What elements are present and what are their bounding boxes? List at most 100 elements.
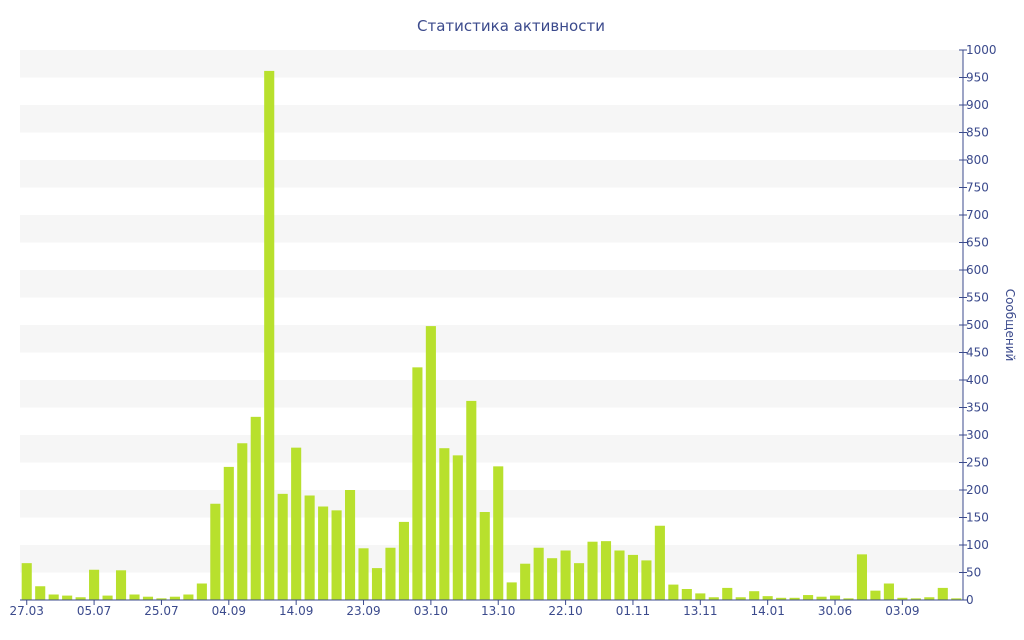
y-tick-label: 350 xyxy=(966,401,989,415)
bar xyxy=(21,563,32,600)
bar xyxy=(856,554,868,600)
bar xyxy=(318,506,329,600)
bar xyxy=(762,596,773,600)
bar xyxy=(89,569,100,600)
grid-band xyxy=(20,215,963,243)
y-tick-label: 550 xyxy=(966,291,989,305)
bar xyxy=(35,586,46,600)
bar xyxy=(937,587,948,600)
bar xyxy=(910,598,921,600)
bar xyxy=(520,563,531,600)
bar xyxy=(466,400,477,600)
y-tick-label: 800 xyxy=(966,153,989,167)
x-tick-label: 30.06 xyxy=(818,604,852,618)
y-tick-label: 500 xyxy=(966,318,989,332)
x-tick-label: 14.09 xyxy=(279,604,313,618)
bar xyxy=(506,582,517,600)
y-tick-label: 150 xyxy=(966,511,989,525)
grid-band xyxy=(20,270,963,298)
bar xyxy=(75,597,86,600)
grid-band xyxy=(20,50,963,78)
y-tick-label: 250 xyxy=(966,456,989,470)
bar xyxy=(210,503,221,600)
bar xyxy=(627,554,638,600)
bar xyxy=(412,367,423,600)
y-tick-label: 200 xyxy=(966,483,989,497)
x-tick-label: 13.10 xyxy=(481,604,515,618)
bar xyxy=(425,326,436,600)
grid-band xyxy=(20,105,963,133)
bar xyxy=(735,597,746,600)
bar xyxy=(574,563,585,600)
bar xyxy=(156,598,167,600)
bar xyxy=(803,595,814,600)
y-tick-label: 900 xyxy=(966,98,989,112)
bar xyxy=(291,447,302,600)
bar xyxy=(331,510,342,600)
bar xyxy=(533,547,544,600)
x-tick-label: 03.10 xyxy=(414,604,448,618)
bar xyxy=(102,595,113,600)
bars xyxy=(21,70,962,600)
bar xyxy=(493,466,504,600)
x-tick-label: 25.07 xyxy=(144,604,178,618)
chart-title: Статистика активности xyxy=(417,17,605,35)
bar xyxy=(371,568,383,600)
bar xyxy=(951,598,962,600)
bar xyxy=(789,597,800,600)
bar xyxy=(277,493,288,600)
bar xyxy=(439,448,450,600)
y-tick-label: 0 xyxy=(966,593,974,607)
y-tick-label: 1000 xyxy=(966,43,997,57)
bar xyxy=(641,560,652,600)
bar xyxy=(196,583,207,600)
y-tick-label: 450 xyxy=(966,346,989,360)
grid-band xyxy=(20,490,963,518)
x-tick-label: 03.09 xyxy=(885,604,919,618)
x-tick-label: 13.11 xyxy=(683,604,717,618)
bar xyxy=(560,550,571,600)
bar xyxy=(385,547,396,600)
x-tick-label: 14.01 xyxy=(750,604,784,618)
bar xyxy=(897,597,908,600)
bar xyxy=(358,548,369,600)
y-tick-label: 700 xyxy=(966,208,989,222)
bar xyxy=(398,521,409,600)
bar xyxy=(924,597,935,600)
y-axis-label: Сообщений xyxy=(1003,289,1017,362)
x-tick-label: 01.11 xyxy=(616,604,650,618)
bar xyxy=(600,541,612,600)
y-tick-label: 300 xyxy=(966,428,989,442)
bar xyxy=(776,597,787,600)
y-tick-label: 850 xyxy=(966,126,989,140)
grid-band xyxy=(20,160,963,188)
bar xyxy=(304,495,315,600)
bar xyxy=(250,416,261,600)
y-tick-label: 50 xyxy=(966,566,981,580)
grid-band xyxy=(20,380,963,408)
bar xyxy=(749,591,760,600)
bar xyxy=(695,593,706,600)
bar xyxy=(452,455,463,600)
bar xyxy=(237,443,248,600)
grid-bands xyxy=(20,50,963,573)
x-tick-label: 05.07 xyxy=(77,604,111,618)
grid-band xyxy=(20,545,963,573)
bar xyxy=(48,594,59,600)
x-tick-label: 23.09 xyxy=(346,604,380,618)
bar xyxy=(264,70,275,600)
grid-band xyxy=(20,435,963,463)
bar xyxy=(668,584,679,600)
bar xyxy=(708,597,719,600)
bar xyxy=(870,590,881,600)
bar xyxy=(62,595,73,600)
bar xyxy=(115,570,127,600)
y-tick-label: 400 xyxy=(966,373,989,387)
x-axis: 27.03 05.07 25.07 04.09 14.09 23.09 03.10 13.10… xyxy=(10,599,963,618)
x-tick-label: 04.09 xyxy=(212,604,246,618)
bar xyxy=(816,596,827,600)
x-tick-label: 22.10 xyxy=(548,604,582,618)
y-axis: 0 50 100 150 200 250 300 350 400 450 500 550 600 650 7… xyxy=(959,43,997,607)
bar xyxy=(169,596,180,600)
